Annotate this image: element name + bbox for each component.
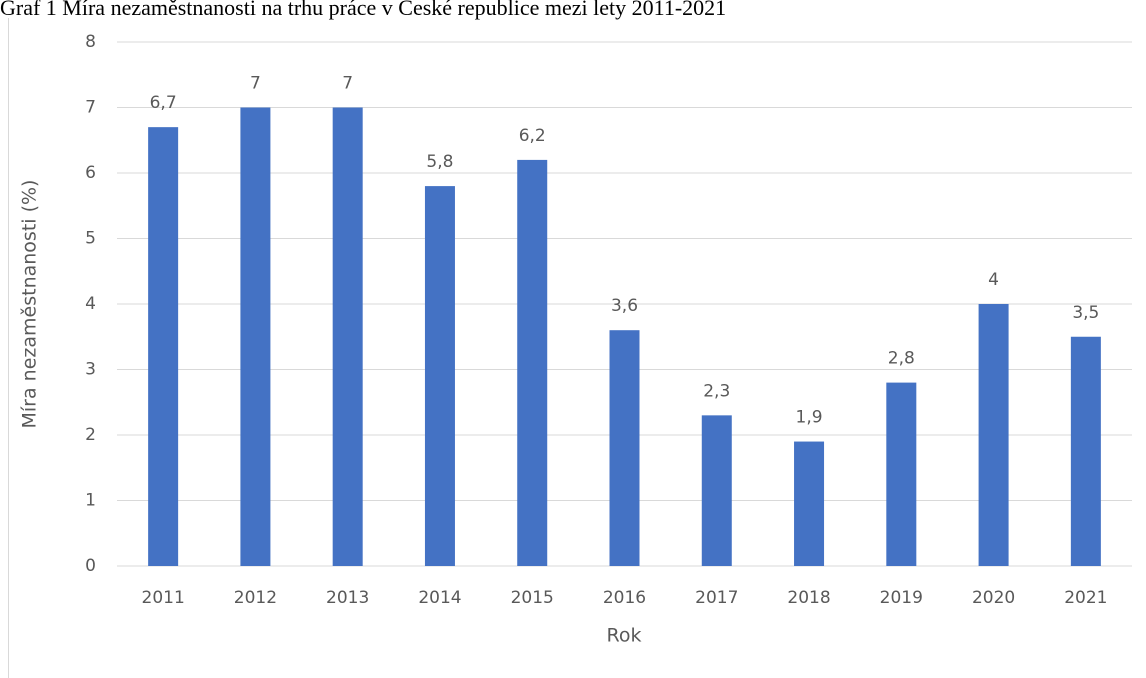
x-tick-label: 2014 xyxy=(418,588,461,608)
data-label: 3,5 xyxy=(1072,303,1099,323)
x-axis-label: Rok xyxy=(607,625,642,647)
bar xyxy=(332,107,363,566)
chart-caption: Graf 1 Míra nezaměstnanosti na trhu prác… xyxy=(0,0,726,20)
bar xyxy=(424,186,455,566)
x-tick-label: 2017 xyxy=(695,588,738,608)
y-tick-label: 2 xyxy=(85,425,96,445)
x-tick-label: 2021 xyxy=(1064,588,1107,608)
bar xyxy=(148,127,179,567)
y-tick-label: 1 xyxy=(85,491,96,511)
bar xyxy=(794,441,825,566)
bar xyxy=(978,304,1009,566)
x-tick-label: 2012 xyxy=(234,588,277,608)
y-tick-label: 6 xyxy=(85,163,96,183)
bar xyxy=(886,382,917,566)
x-tick-label: 2016 xyxy=(603,588,646,608)
bar xyxy=(1070,336,1101,566)
data-label: 4 xyxy=(988,270,999,290)
x-tick-label: 2013 xyxy=(326,588,369,608)
y-tick-label: 3 xyxy=(85,360,96,380)
bar xyxy=(609,330,640,566)
data-label: 1,9 xyxy=(796,408,823,428)
x-tick-label: 2011 xyxy=(142,588,185,608)
data-label: 7 xyxy=(342,74,353,94)
x-tick-label: 2020 xyxy=(972,588,1015,608)
y-axis-label: Míra nezaměstnanosti (%) xyxy=(19,180,41,429)
y-tick-label: 8 xyxy=(85,32,96,52)
bar xyxy=(701,415,732,566)
x-tick-label: 2015 xyxy=(511,588,554,608)
data-label: 2,3 xyxy=(703,381,730,401)
bar xyxy=(517,159,548,566)
x-tick-label: 2018 xyxy=(787,588,830,608)
y-tick-label: 0 xyxy=(85,556,96,576)
x-tick-label: 2019 xyxy=(880,588,923,608)
bar xyxy=(240,107,271,566)
data-label: 5,8 xyxy=(426,152,453,172)
data-label: 2,8 xyxy=(888,349,915,369)
data-label: 6,7 xyxy=(150,93,177,113)
data-label: 6,2 xyxy=(519,126,546,146)
data-label: 7 xyxy=(250,74,261,94)
y-tick-label: 4 xyxy=(85,294,96,314)
y-tick-label: 7 xyxy=(85,98,96,118)
y-tick-label: 5 xyxy=(85,229,96,249)
data-label: 3,6 xyxy=(611,296,638,316)
